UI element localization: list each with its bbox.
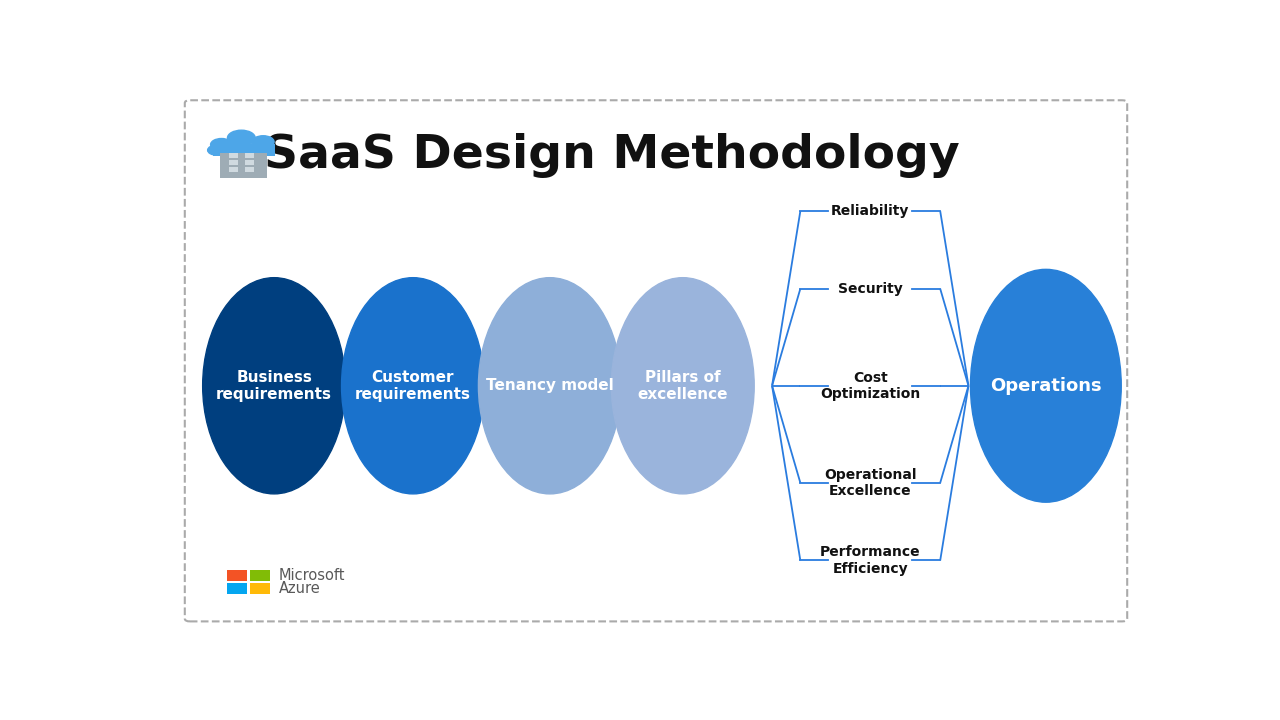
FancyBboxPatch shape: [220, 153, 268, 178]
Ellipse shape: [252, 136, 274, 148]
Ellipse shape: [970, 269, 1121, 503]
Text: Pillars of
excellence: Pillars of excellence: [637, 369, 728, 402]
Text: Cost
Optimization: Cost Optimization: [820, 371, 920, 401]
Ellipse shape: [342, 278, 484, 494]
Ellipse shape: [228, 130, 255, 145]
FancyBboxPatch shape: [251, 582, 270, 594]
FancyBboxPatch shape: [246, 167, 255, 172]
Ellipse shape: [211, 138, 233, 150]
FancyBboxPatch shape: [229, 167, 238, 172]
Ellipse shape: [224, 145, 248, 157]
FancyBboxPatch shape: [228, 582, 247, 594]
Text: Tenancy model: Tenancy model: [486, 378, 613, 393]
FancyBboxPatch shape: [229, 153, 238, 158]
FancyBboxPatch shape: [246, 160, 255, 165]
Ellipse shape: [202, 278, 346, 494]
FancyBboxPatch shape: [212, 143, 275, 156]
Text: Azure: Azure: [279, 580, 321, 595]
Text: SaaS Design Methodology: SaaS Design Methodology: [264, 133, 960, 178]
FancyBboxPatch shape: [246, 153, 255, 158]
Text: Microsoft: Microsoft: [279, 568, 346, 583]
Ellipse shape: [248, 146, 270, 156]
Ellipse shape: [479, 278, 621, 494]
Text: Reliability: Reliability: [831, 204, 910, 218]
Text: Operations: Operations: [989, 377, 1102, 395]
FancyBboxPatch shape: [228, 570, 247, 581]
Ellipse shape: [207, 145, 225, 155]
Text: Security: Security: [838, 282, 902, 296]
FancyBboxPatch shape: [229, 160, 238, 165]
Text: Operational
Excellence: Operational Excellence: [824, 468, 916, 498]
Text: Business
requirements: Business requirements: [216, 369, 332, 402]
Ellipse shape: [612, 278, 754, 494]
Text: Performance
Efficiency: Performance Efficiency: [820, 545, 920, 575]
FancyBboxPatch shape: [251, 570, 270, 581]
Text: Customer
requirements: Customer requirements: [355, 369, 471, 402]
